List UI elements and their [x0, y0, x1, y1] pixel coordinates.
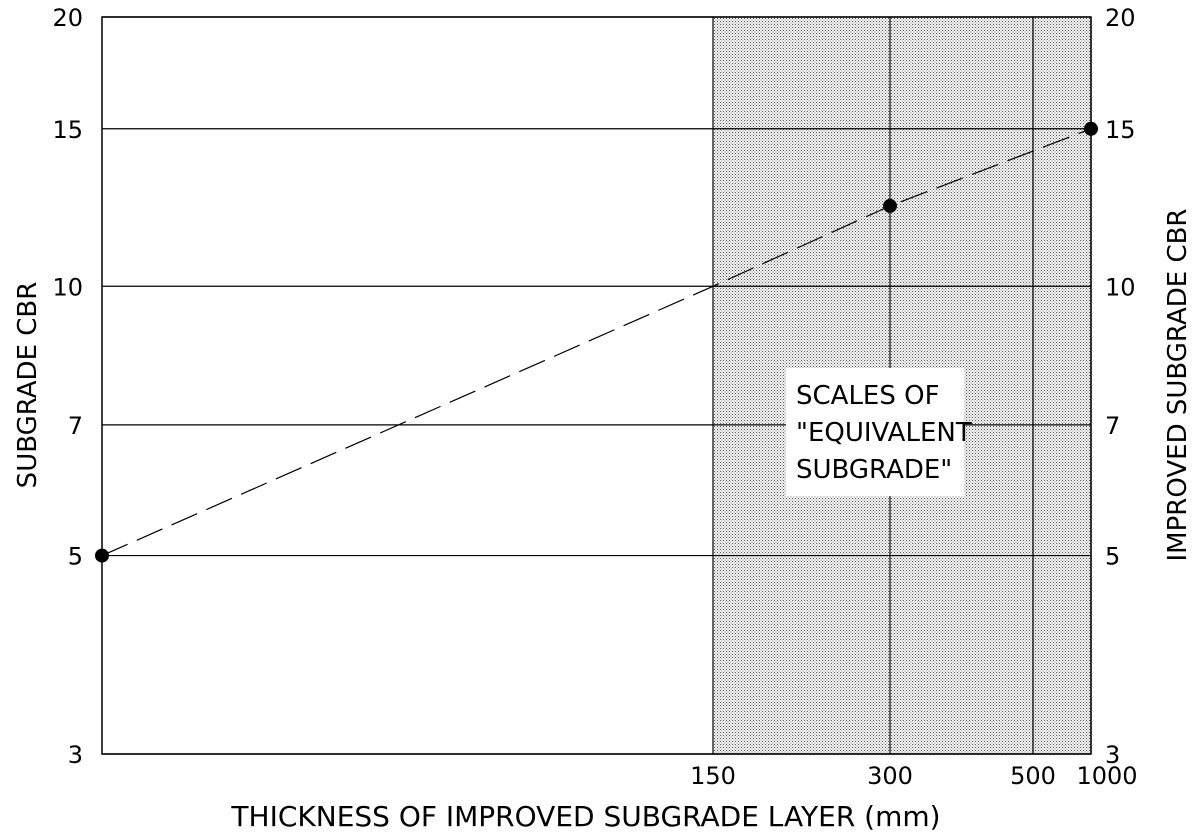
shaded-label-line: SCALES OF — [796, 381, 940, 411]
y-left-tick-label: 7 — [68, 412, 83, 440]
shaded-label-line: "EQUIVALENT — [796, 418, 972, 448]
y-right-axis-title: IMPROVED SUBGRADE CBR — [1163, 209, 1193, 562]
series-line — [101, 128, 1092, 557]
y-left-tick-label: 15 — [52, 116, 83, 144]
x-tick-label: 1000 — [1076, 762, 1137, 790]
shaded-label-box — [786, 368, 964, 496]
data-point-1000 — [1084, 121, 1098, 136]
plot-frame — [101, 16, 1092, 755]
y-left-axis-title: SUBGRADE CBR — [13, 282, 43, 489]
x-tick-label: 150 — [690, 762, 736, 790]
y-left-tick-label: 3 — [68, 741, 83, 769]
y-right-tick-label: 5 — [1105, 543, 1120, 571]
y-right-tick-label: 7 — [1105, 412, 1120, 440]
data-point-300 — [883, 198, 897, 213]
y-right-tick-label: 10 — [1105, 273, 1136, 301]
data-point-0 — [95, 548, 109, 563]
shaded-label-line: SUBGRADE" — [796, 455, 952, 485]
x-tick-label: 300 — [867, 762, 913, 790]
x-tick-label: 500 — [1010, 762, 1056, 790]
y-left-tick-label: 10 — [52, 273, 83, 301]
y-right-tick-label: 20 — [1105, 4, 1136, 32]
y-right-tick-label: 3 — [1105, 741, 1120, 769]
y-left-tick-label: 20 — [52, 4, 83, 32]
y-left-tick-label: 5 — [68, 543, 83, 571]
y-right-tick-label: 15 — [1105, 116, 1136, 144]
x-axis-title: THICKNESS OF IMPROVED SUBGRADE LAYER (mm… — [230, 800, 940, 833]
